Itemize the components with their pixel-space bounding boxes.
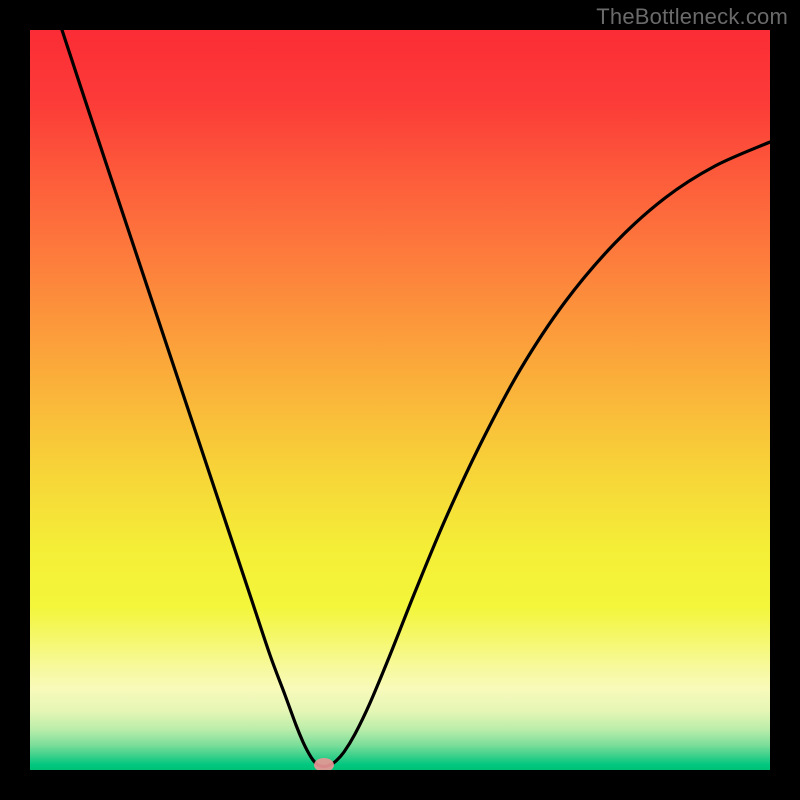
- watermark-text: TheBottleneck.com: [596, 4, 788, 30]
- bottleneck-curve: [30, 30, 770, 770]
- minimum-marker: [314, 758, 334, 770]
- chart-frame: [30, 30, 770, 770]
